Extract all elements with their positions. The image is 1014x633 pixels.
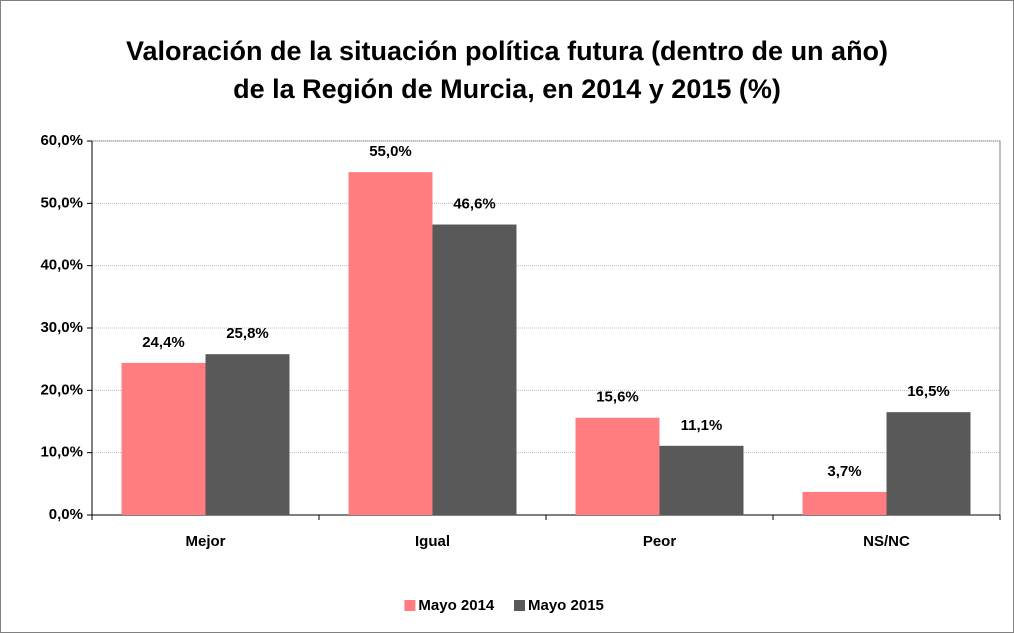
y-tick-label: 10,0% (40, 444, 83, 461)
y-tick-label: 20,0% (40, 381, 83, 398)
chart-title: Valoración de la situación política futu… (125, 36, 889, 104)
x-tick-label: Mejor (185, 533, 225, 550)
x-tick-label: Peor (643, 533, 677, 550)
legend-swatch (514, 600, 525, 611)
data-label: 3,7% (827, 463, 861, 480)
x-tick-label: NS/NC (863, 533, 910, 550)
data-label: 11,1% (681, 417, 723, 434)
data-label: 15,6% (596, 389, 639, 406)
y-tick-label: 40,0% (40, 257, 83, 274)
y-tick-label: 30,0% (40, 319, 83, 336)
data-label: 25,8% (226, 325, 269, 342)
data-label: 16,5% (907, 383, 950, 400)
bar (802, 491, 887, 515)
bar (432, 224, 517, 515)
data-label: 55,0% (369, 143, 412, 160)
y-tick-label: 0,0% (49, 506, 83, 523)
data-label: 24,4% (142, 334, 185, 351)
bar (886, 412, 971, 515)
bar (205, 354, 290, 515)
legend-label: Mayo 2014 (418, 597, 495, 614)
legend-swatch (404, 600, 416, 611)
bar (659, 445, 744, 515)
y-tick-label: 60,0% (40, 132, 83, 149)
y-tick-label: 50,0% (40, 194, 83, 211)
legend-label: Mayo 2015 (528, 597, 604, 614)
bar (575, 417, 660, 515)
x-tick-label: Igual (415, 533, 450, 550)
data-label: 46,6% (453, 195, 496, 212)
bar (121, 362, 206, 515)
bar (348, 172, 433, 515)
